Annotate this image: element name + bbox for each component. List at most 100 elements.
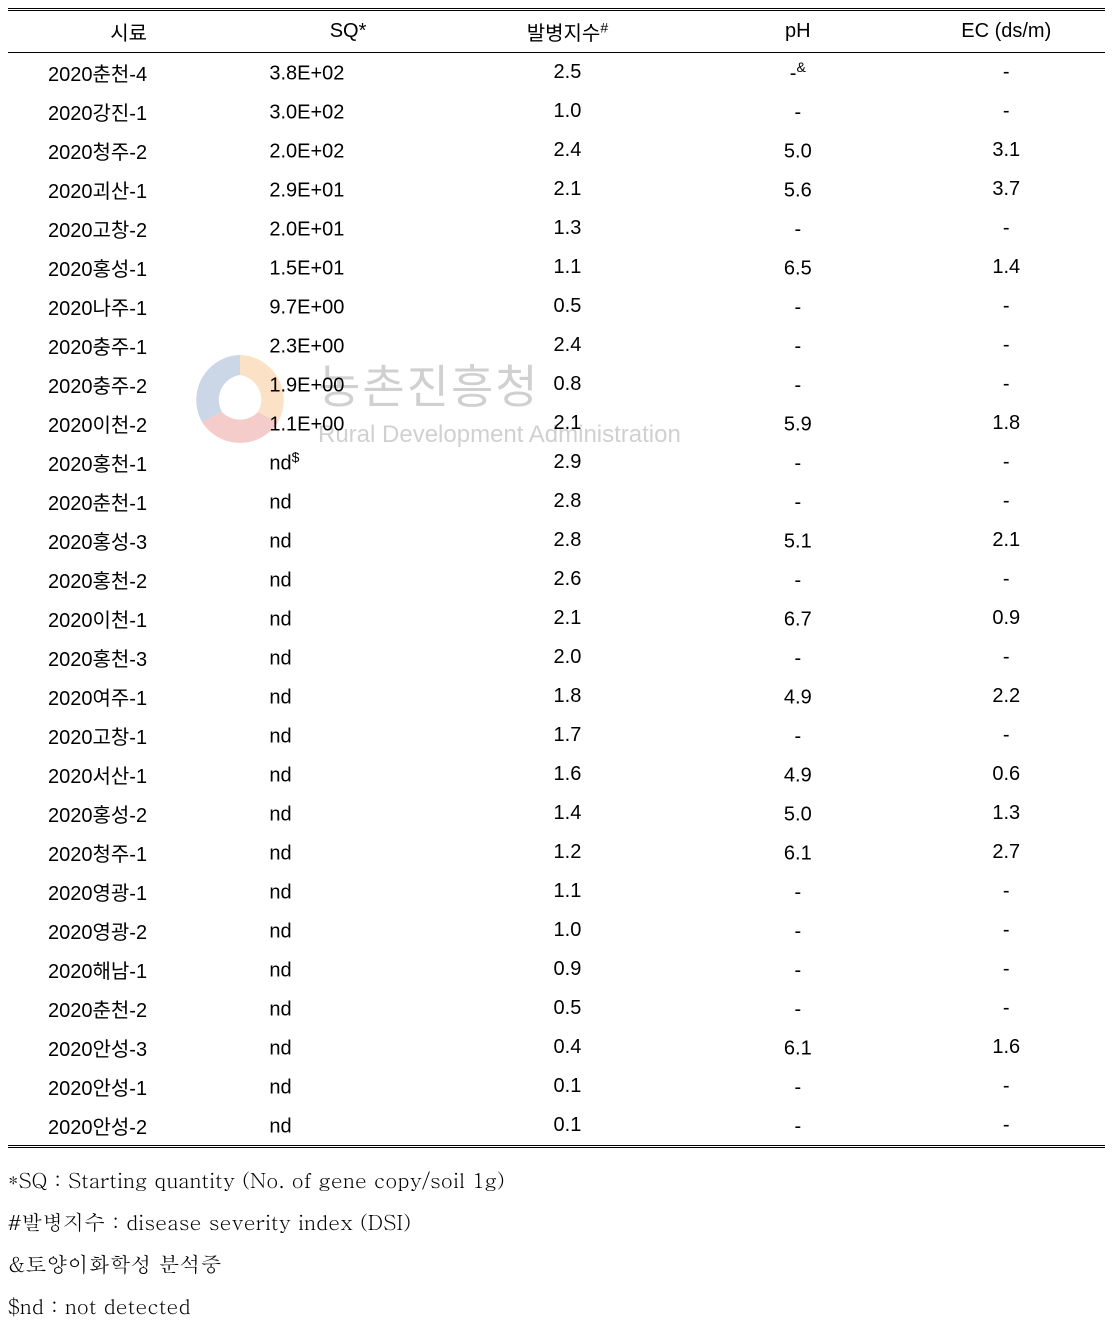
cell-ph: -& (688, 53, 907, 93)
footnote-soil: &토양이화학성 분석중 (8, 1248, 1105, 1278)
table-row: 2020나주-19.7E+000.5-- (8, 287, 1105, 326)
table-row: 2020안성-3nd0.46.11.6 (8, 1028, 1105, 1067)
cell-ec: - (908, 482, 1106, 521)
cell-dsi: 1.3 (447, 209, 688, 248)
cell-sample: 2020홍천-1 (8, 443, 249, 482)
cell-dsi: 1.0 (447, 911, 688, 950)
cell-ec: - (908, 326, 1106, 365)
cell-ec: 0.9 (908, 599, 1106, 638)
cell-dsi: 2.1 (447, 404, 688, 443)
table-row: 2020홍천-3nd2.0-- (8, 638, 1105, 677)
cell-sq: nd (249, 755, 446, 794)
cell-ph: - (688, 482, 907, 521)
cell-ph: 6.1 (688, 1028, 907, 1067)
table-row: 2020이천-1nd2.16.70.9 (8, 599, 1105, 638)
cell-sq: nd (249, 1067, 446, 1106)
cell-sq: nd (249, 1028, 446, 1067)
cell-dsi: 2.1 (447, 170, 688, 209)
table-row: 2020괴산-12.9E+012.15.63.7 (8, 170, 1105, 209)
cell-ec: 1.3 (908, 794, 1106, 833)
cell-ph: - (688, 872, 907, 911)
cell-sq: nd (249, 599, 446, 638)
cell-ec: - (908, 1067, 1106, 1106)
cell-ec: - (908, 209, 1106, 248)
cell-dsi: 2.8 (447, 521, 688, 560)
cell-ph: 6.7 (688, 599, 907, 638)
header-ec: EC (ds/m) (908, 10, 1106, 53)
cell-ph: - (688, 209, 907, 248)
cell-ph: - (688, 326, 907, 365)
table-row: 2020강진-13.0E+021.0-- (8, 92, 1105, 131)
table-row: 2020홍성-11.5E+011.16.51.4 (8, 248, 1105, 287)
cell-sq: nd (249, 716, 446, 755)
cell-ec: - (908, 92, 1106, 131)
cell-ec: 3.7 (908, 170, 1106, 209)
cell-dsi: 0.9 (447, 950, 688, 989)
cell-ph: - (688, 911, 907, 950)
cell-ph: 5.1 (688, 521, 907, 560)
table-row: 2020청주-1nd1.26.12.7 (8, 833, 1105, 872)
cell-ec: - (908, 716, 1106, 755)
table-row: 2020홍천-1nd$2.9-- (8, 443, 1105, 482)
cell-ec: - (908, 1106, 1106, 1147)
cell-sq: nd (249, 872, 446, 911)
table-row: 2020청주-22.0E+022.45.03.1 (8, 131, 1105, 170)
cell-sample: 2020영광-2 (8, 911, 249, 950)
cell-dsi: 0.5 (447, 989, 688, 1028)
cell-sample: 2020충주-1 (8, 326, 249, 365)
cell-ec: - (908, 287, 1106, 326)
cell-ph: - (688, 716, 907, 755)
cell-ec: 1.8 (908, 404, 1106, 443)
cell-sq: 2.0E+02 (249, 131, 446, 170)
cell-sample: 2020춘천-1 (8, 482, 249, 521)
cell-dsi: 2.4 (447, 326, 688, 365)
cell-sample: 2020여주-1 (8, 677, 249, 716)
cell-sq: nd (249, 638, 446, 677)
table-row: 2020영광-2nd1.0-- (8, 911, 1105, 950)
cell-dsi: 2.5 (447, 53, 688, 93)
cell-ph: - (688, 443, 907, 482)
cell-sample: 2020서산-1 (8, 755, 249, 794)
cell-ec: - (908, 443, 1106, 482)
cell-dsi: 1.0 (447, 92, 688, 131)
cell-ph: - (688, 989, 907, 1028)
cell-ph: - (688, 1067, 907, 1106)
data-table: 시료 SQ* 발병지수# pH EC (ds/m) 2020춘천-43.8E+0… (8, 8, 1105, 1148)
table-row: 2020이천-21.1E+002.15.91.8 (8, 404, 1105, 443)
cell-sq: nd$ (249, 443, 446, 482)
table-row: 2020여주-1nd1.84.92.2 (8, 677, 1105, 716)
cell-dsi: 1.4 (447, 794, 688, 833)
cell-sample: 2020괴산-1 (8, 170, 249, 209)
cell-dsi: 2.6 (447, 560, 688, 599)
cell-sq: nd (249, 911, 446, 950)
cell-ph: - (688, 287, 907, 326)
table-row: 2020서산-1nd1.64.90.6 (8, 755, 1105, 794)
cell-dsi: 0.8 (447, 365, 688, 404)
table-row: 2020고창-22.0E+011.3-- (8, 209, 1105, 248)
cell-ec: 3.1 (908, 131, 1106, 170)
cell-sample: 2020춘천-2 (8, 989, 249, 1028)
cell-ec: - (908, 638, 1106, 677)
cell-dsi: 1.2 (447, 833, 688, 872)
cell-dsi: 0.1 (447, 1067, 688, 1106)
cell-sq: 1.1E+00 (249, 404, 446, 443)
cell-dsi: 0.5 (447, 287, 688, 326)
cell-sq: nd (249, 989, 446, 1028)
cell-sample: 2020홍성-1 (8, 248, 249, 287)
cell-ec: 2.2 (908, 677, 1106, 716)
cell-sample: 2020홍천-2 (8, 560, 249, 599)
cell-ec: 2.7 (908, 833, 1106, 872)
cell-ec: 0.6 (908, 755, 1106, 794)
cell-ph: - (688, 1106, 907, 1147)
cell-ec: - (908, 989, 1106, 1028)
header-ph: pH (688, 10, 907, 53)
cell-sample: 2020홍성-3 (8, 521, 249, 560)
cell-ec: - (908, 365, 1106, 404)
table-row: 2020춘천-43.8E+022.5-&- (8, 53, 1105, 93)
table-row: 2020홍성-2nd1.45.01.3 (8, 794, 1105, 833)
cell-sample: 2020영광-1 (8, 872, 249, 911)
header-sq: SQ* (249, 10, 446, 53)
cell-sample: 2020고창-2 (8, 209, 249, 248)
cell-sample: 2020강진-1 (8, 92, 249, 131)
cell-sample: 2020고창-1 (8, 716, 249, 755)
